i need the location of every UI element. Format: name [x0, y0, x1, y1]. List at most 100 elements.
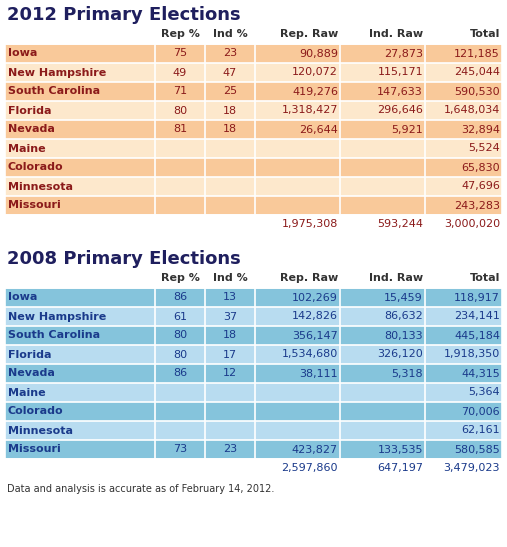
Text: 62,161: 62,161: [461, 426, 500, 435]
Bar: [5, 63, 502, 82]
Text: 102,269: 102,269: [292, 293, 338, 302]
Bar: [5, 82, 502, 101]
Text: 18: 18: [223, 330, 237, 340]
Text: 5,524: 5,524: [468, 143, 500, 154]
Text: 1,975,308: 1,975,308: [281, 219, 338, 230]
Text: 243,283: 243,283: [454, 201, 500, 211]
Text: 356,147: 356,147: [292, 330, 338, 340]
Text: 296,646: 296,646: [377, 106, 423, 115]
Text: 120,072: 120,072: [292, 67, 338, 78]
Text: 326,120: 326,120: [377, 350, 423, 359]
Text: Colorado: Colorado: [8, 406, 63, 416]
Text: 590,530: 590,530: [454, 86, 500, 96]
Bar: [5, 364, 502, 383]
Text: Florida: Florida: [8, 106, 52, 115]
Text: New Hampshire: New Hampshire: [8, 67, 106, 78]
Text: 593,244: 593,244: [377, 219, 423, 230]
Text: 32,894: 32,894: [461, 125, 500, 135]
Bar: [5, 177, 502, 196]
Text: Colorado: Colorado: [8, 162, 63, 172]
Text: 70,006: 70,006: [461, 406, 500, 416]
Bar: [5, 402, 502, 421]
Bar: [5, 139, 502, 158]
Text: 23: 23: [223, 49, 237, 59]
Text: 118,917: 118,917: [454, 293, 500, 302]
Text: 80,133: 80,133: [384, 330, 423, 340]
Text: 5,921: 5,921: [391, 125, 423, 135]
Text: 90,889: 90,889: [299, 49, 338, 59]
Text: Ind. Raw: Ind. Raw: [369, 273, 423, 283]
Text: Nevada: Nevada: [8, 125, 55, 135]
Text: 245,044: 245,044: [454, 67, 500, 78]
Text: 13: 13: [223, 293, 237, 302]
Text: Missouri: Missouri: [8, 445, 61, 455]
Text: Total: Total: [469, 273, 500, 283]
Text: South Carolina: South Carolina: [8, 86, 100, 96]
Text: Rep %: Rep %: [161, 29, 199, 39]
Text: 121,185: 121,185: [454, 49, 500, 59]
Text: Rep %: Rep %: [161, 273, 199, 283]
Text: 38,111: 38,111: [299, 369, 338, 379]
Text: Maine: Maine: [8, 387, 46, 398]
Text: 580,585: 580,585: [454, 445, 500, 455]
Bar: [5, 158, 502, 177]
Text: 5,318: 5,318: [391, 369, 423, 379]
Text: Nevada: Nevada: [8, 369, 55, 379]
Text: 81: 81: [173, 125, 187, 135]
Text: 1,318,427: 1,318,427: [281, 106, 338, 115]
Text: 234,141: 234,141: [454, 311, 500, 322]
Bar: [5, 196, 502, 215]
Text: Maine: Maine: [8, 143, 46, 154]
Text: 23: 23: [223, 445, 237, 455]
Text: 73: 73: [173, 445, 187, 455]
Bar: [5, 421, 502, 440]
Text: 80: 80: [173, 350, 187, 359]
Text: Rep. Raw: Rep. Raw: [280, 273, 338, 283]
Text: 75: 75: [173, 49, 187, 59]
Text: 147,633: 147,633: [377, 86, 423, 96]
Text: 18: 18: [223, 106, 237, 115]
Text: Missouri: Missouri: [8, 201, 61, 211]
Text: 647,197: 647,197: [377, 463, 423, 474]
Text: Iowa: Iowa: [8, 49, 38, 59]
Text: Iowa: Iowa: [8, 293, 38, 302]
Text: 37: 37: [223, 311, 237, 322]
Text: 2012 Primary Elections: 2012 Primary Elections: [7, 6, 241, 24]
Bar: [5, 44, 502, 63]
Text: 27,873: 27,873: [384, 49, 423, 59]
Text: 115,171: 115,171: [377, 67, 423, 78]
Bar: [5, 383, 502, 402]
Text: Florida: Florida: [8, 350, 52, 359]
Text: 80: 80: [173, 330, 187, 340]
Text: 86: 86: [173, 293, 187, 302]
Text: 3,000,020: 3,000,020: [444, 219, 500, 230]
Text: 142,826: 142,826: [292, 311, 338, 322]
Bar: [5, 120, 502, 139]
Text: 17: 17: [223, 350, 237, 359]
Text: 86: 86: [173, 369, 187, 379]
Text: Minnesota: Minnesota: [8, 426, 73, 435]
Text: 5,364: 5,364: [468, 387, 500, 398]
Text: 1,648,034: 1,648,034: [444, 106, 500, 115]
Text: 445,184: 445,184: [454, 330, 500, 340]
Text: 18: 18: [223, 125, 237, 135]
Bar: [5, 440, 502, 459]
Text: 47,696: 47,696: [461, 182, 500, 191]
Bar: [5, 44, 502, 215]
Bar: [5, 288, 502, 459]
Text: 44,315: 44,315: [461, 369, 500, 379]
Text: 1,534,680: 1,534,680: [282, 350, 338, 359]
Text: Total: Total: [469, 29, 500, 39]
Text: New Hampshire: New Hampshire: [8, 311, 106, 322]
Bar: [5, 307, 502, 326]
Text: 1,918,350: 1,918,350: [444, 350, 500, 359]
Bar: [5, 326, 502, 345]
Text: 26,644: 26,644: [299, 125, 338, 135]
Text: Rep. Raw: Rep. Raw: [280, 29, 338, 39]
Text: 419,276: 419,276: [292, 86, 338, 96]
Text: 15,459: 15,459: [384, 293, 423, 302]
Bar: [5, 288, 502, 307]
Text: Ind %: Ind %: [212, 273, 247, 283]
Text: 49: 49: [173, 67, 187, 78]
Text: 47: 47: [223, 67, 237, 78]
